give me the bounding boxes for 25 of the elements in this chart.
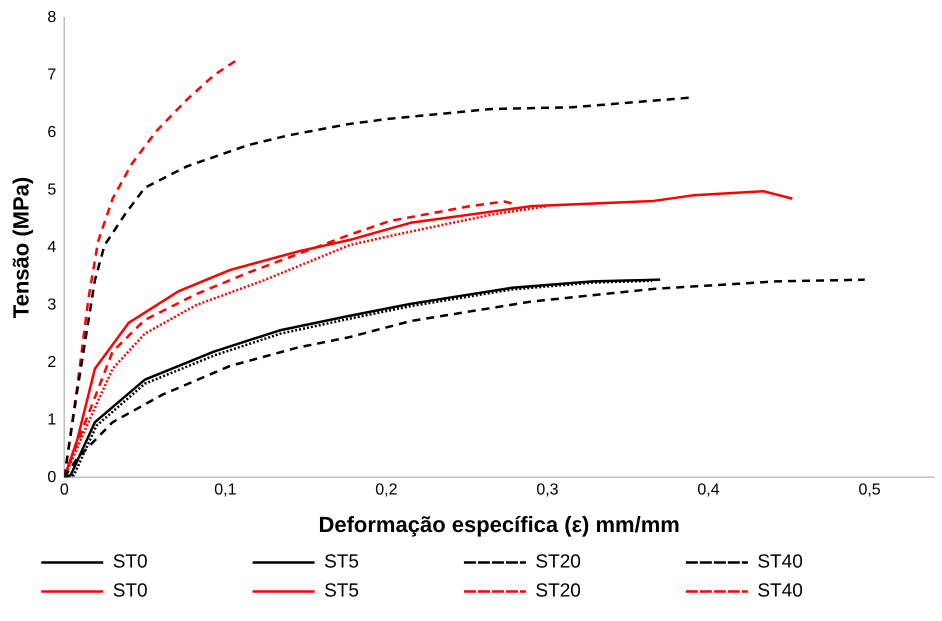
legend-label: ST20 [535,580,676,602]
x-tick-label: 0 [60,481,69,498]
x-tick-label: 0,3 [536,481,559,498]
y-tick-label: 0 [47,468,56,486]
y-tick-label: 7 [47,66,56,84]
x-tick-label: 0,5 [858,481,881,498]
legend-label: ST5 [324,580,454,602]
legend-label: ST0 [112,552,243,573]
y-tick-label: 3 [47,296,56,314]
y-tick-label: 6 [47,124,56,141]
legend-label: ST40 [757,580,898,602]
x-tick-label: 0,1 [214,481,237,498]
legend-label: ST20 [535,552,676,573]
y-axis-title: Tensão (MPa) [8,176,34,318]
y-tick-label: 5 [47,181,56,198]
y-tick-label: 4 [47,238,56,256]
legend-label: ST0 [112,580,243,602]
x-tick-label: 0,2 [375,481,398,498]
y-tick-label: 1 [47,411,56,428]
legend-label: ST40 [757,552,898,573]
y-tick-label: 8 [47,9,56,26]
x-axis-title: Deformação específica (ε) mm/mm [318,512,680,537]
y-tick-label: 2 [47,354,56,371]
legend-label: ST5 [324,552,454,573]
x-tick-label: 0,4 [697,481,720,498]
